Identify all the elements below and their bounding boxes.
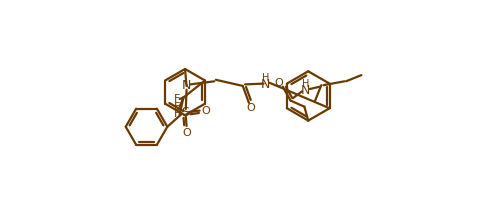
Text: F: F — [174, 94, 180, 104]
Text: H: H — [262, 73, 269, 83]
Text: S: S — [181, 106, 189, 119]
Text: F: F — [174, 102, 180, 112]
Text: F: F — [174, 109, 180, 119]
Text: O: O — [246, 103, 255, 113]
Text: O: O — [182, 128, 191, 138]
Text: O: O — [201, 106, 210, 116]
Text: N: N — [261, 78, 270, 91]
Text: H: H — [302, 79, 310, 89]
Text: N: N — [182, 79, 191, 92]
Text: N: N — [301, 84, 311, 97]
Text: O: O — [275, 78, 283, 88]
